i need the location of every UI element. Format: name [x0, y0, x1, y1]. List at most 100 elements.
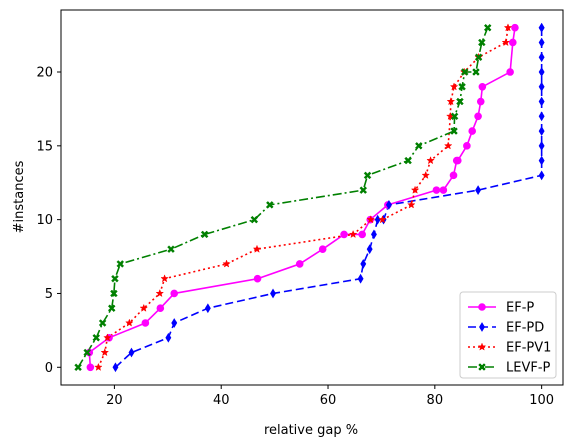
y-axis-label: #instances [12, 160, 27, 233]
data-point [112, 362, 119, 373]
data-point [538, 96, 545, 107]
data-point [468, 127, 477, 135]
data-point [456, 97, 464, 106]
x-tick-label: 80 [427, 393, 444, 408]
data-point [407, 200, 416, 209]
data-point [426, 156, 435, 165]
data-point [446, 97, 456, 106]
data-point [222, 259, 231, 268]
data-point [378, 215, 387, 224]
data-point [421, 170, 431, 179]
data-point [450, 112, 459, 121]
data-point [92, 333, 101, 342]
data-point [366, 215, 376, 224]
legend-label: EF-PD [506, 321, 544, 336]
data-point [414, 142, 423, 150]
y-tick-label: 10 [36, 213, 53, 228]
data-point [128, 347, 135, 358]
data-point [265, 201, 274, 209]
data-point [98, 319, 107, 327]
plot-frame [60, 9, 564, 386]
data-point [111, 274, 119, 283]
data-point [501, 37, 511, 47]
data-point [439, 186, 448, 194]
data-point [318, 245, 327, 253]
data-point [472, 68, 480, 76]
data-point [107, 304, 116, 313]
data-point [506, 68, 514, 76]
data-point [171, 318, 178, 328]
data-point [404, 156, 412, 165]
data-point [458, 82, 466, 91]
data-point [348, 229, 358, 239]
data-point [270, 288, 276, 299]
data-point [155, 288, 165, 298]
data-point [340, 230, 348, 239]
legend-label: LEVF-P [506, 361, 551, 376]
y-axis-ticks: 0 5 10 15 20 [36, 66, 61, 376]
data-point [204, 303, 211, 314]
data-point [538, 111, 545, 122]
legend-label: EF-PV1 [506, 341, 551, 356]
data-point [538, 170, 545, 181]
data-point [358, 230, 367, 239]
axes-frame [60, 9, 564, 386]
x-tick-label: 100 [529, 393, 554, 408]
data-point [160, 274, 169, 283]
x-axis-ticks: 20 40 60 80 100 [106, 385, 554, 408]
data-point [511, 23, 519, 32]
data-point [116, 260, 125, 268]
data-point [295, 260, 304, 268]
data-point [94, 362, 103, 371]
legend-marker [478, 363, 486, 371]
data-point [141, 319, 150, 327]
data-point [538, 155, 545, 166]
x-axis-label: relative gap % [264, 423, 358, 438]
data-point [167, 245, 175, 253]
data-point [357, 273, 364, 284]
data-point [474, 53, 483, 62]
data-point [474, 112, 482, 121]
data-point [360, 259, 367, 269]
data-point [363, 171, 372, 180]
y-tick-label: 0 [45, 361, 53, 376]
series-markers [74, 22, 545, 373]
data-point [483, 23, 492, 32]
data-point [538, 37, 545, 48]
data-point [139, 303, 149, 312]
series-line-2 [97, 27, 509, 368]
data-point [253, 274, 262, 283]
data-point [125, 318, 134, 327]
data-point [450, 127, 458, 135]
data-point [83, 348, 91, 357]
legend-marker [479, 322, 485, 332]
series-line-3 [77, 27, 489, 368]
data-point [538, 52, 545, 63]
data-point [371, 229, 377, 240]
data-point [503, 23, 513, 32]
data-point [410, 185, 420, 194]
data-point [170, 289, 179, 298]
legend-marker [477, 342, 487, 351]
data-point [538, 67, 545, 77]
data-point [538, 81, 545, 92]
x-tick-label: 40 [213, 393, 230, 408]
data-point [165, 332, 172, 343]
data-point [74, 363, 82, 372]
data-point [432, 186, 441, 194]
y-tick-label: 15 [36, 139, 53, 154]
data-point [443, 141, 453, 150]
x-tick-label: 20 [106, 393, 123, 408]
data-point [100, 348, 110, 357]
data-point [449, 171, 458, 180]
data-point [103, 333, 112, 342]
data-point [463, 142, 471, 150]
data-point [200, 230, 209, 239]
data-point [86, 363, 95, 372]
data-point [509, 38, 517, 47]
data-point [449, 82, 459, 91]
data-point [366, 244, 373, 255]
x-tick-label: 60 [320, 393, 337, 408]
